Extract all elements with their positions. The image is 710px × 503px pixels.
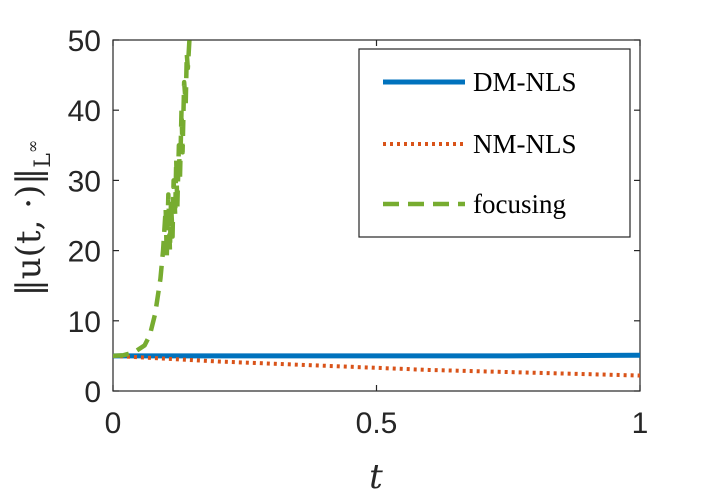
y-tick-label: 20 xyxy=(68,236,101,269)
y-axis-label-text: ‖u(t, ·)‖L∞ xyxy=(9,140,56,296)
legend-label-focusing: focusing xyxy=(473,189,566,219)
y-tick-label: 0 xyxy=(84,376,101,409)
series-layer xyxy=(113,40,640,378)
legend-label-nm-nls: NM-NLS xyxy=(473,129,577,159)
series-line-focusing xyxy=(113,40,192,359)
x-tick-label: 0 xyxy=(105,407,122,440)
ticks xyxy=(112,39,641,392)
x-tick-label: 0.5 xyxy=(356,407,398,440)
y-axis-label: ‖u(t, ·)‖L∞ xyxy=(9,140,56,296)
y-tick-label: 30 xyxy=(68,165,101,198)
legend: DM-NLS NM-NLS focusing xyxy=(358,48,631,238)
y-tick-label: 40 xyxy=(68,95,101,128)
series-line-dm-nls xyxy=(113,352,640,359)
legend-label-dm-nls: DM-NLS xyxy=(473,67,577,97)
y-tick-label: 50 xyxy=(68,25,101,58)
x-axis-label: t xyxy=(369,457,383,497)
y-tick-label: 10 xyxy=(68,306,101,339)
x-tick-label: 1 xyxy=(632,407,649,440)
